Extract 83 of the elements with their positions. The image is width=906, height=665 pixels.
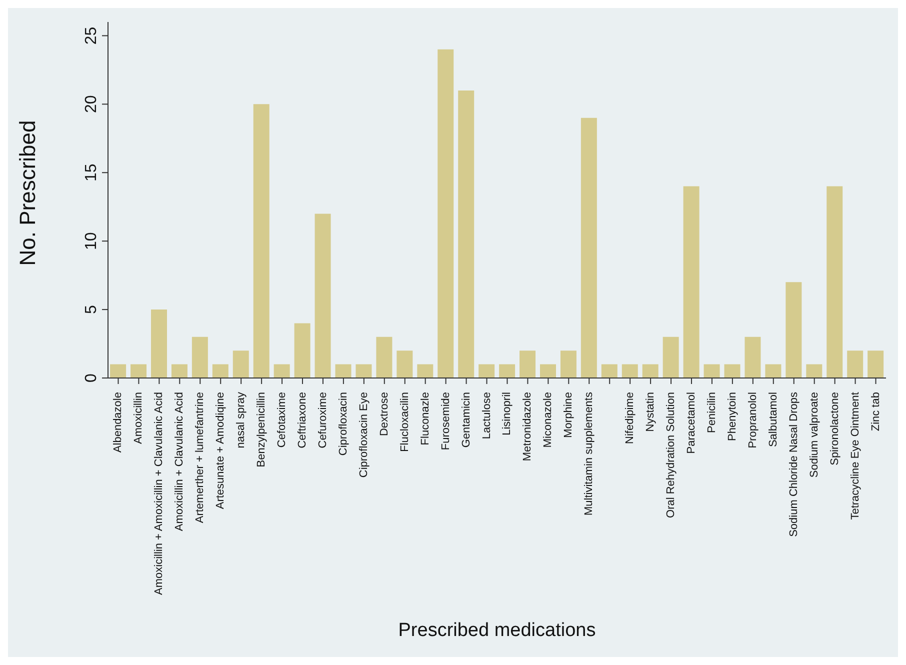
y-tick-label: 0: [83, 373, 100, 382]
bar: [171, 364, 188, 378]
x-tick-label: Amoxicillin: [132, 392, 145, 444]
x-tick-label: Artemerther + lumefantrine: [194, 392, 206, 524]
x-tick-label: Zinc tab: [870, 392, 882, 432]
bar: [868, 350, 884, 378]
x-tick-label: Salbutamol: [767, 392, 780, 448]
bar: [356, 364, 372, 378]
bar: [438, 49, 454, 378]
x-tick-label: Furosemide: [440, 392, 452, 450]
x-tick-label: Amoxicillin + Amoxicillin + Clavulanic Acid: [153, 392, 166, 595]
bar: [294, 323, 310, 378]
bar: [622, 364, 638, 378]
x-tick-label: Oral Rehydration Solution: [665, 392, 678, 518]
y-tick-label: 15: [83, 164, 100, 182]
bar: [274, 364, 290, 378]
x-tick-label: Amoxicillin + Clavulanic Acid: [174, 392, 186, 532]
bar: [847, 350, 864, 378]
y-axis-title: No. Prescribed: [15, 120, 41, 266]
y-tick-label: 5: [83, 304, 100, 314]
x-tick-label: Spironolactone: [828, 392, 841, 466]
x-tick-label: Paracetamol: [686, 392, 698, 454]
bar: [580, 118, 597, 378]
x-tick-label: Ceftriaxone: [296, 392, 308, 448]
x-tick-label: Flucloxacilin: [398, 392, 411, 452]
bar: [724, 364, 740, 378]
x-tick-label: Penicilin: [706, 392, 718, 433]
x-tick-label: Ciprofloxacin Eye: [358, 392, 370, 478]
x-tick-label: Artesunate + Amodiqine: [214, 392, 227, 510]
bar: [683, 186, 700, 378]
x-tick-label: Dextrose: [378, 392, 390, 436]
y-tick-label: 25: [83, 26, 100, 45]
bar: [765, 364, 782, 378]
bar: [396, 350, 413, 378]
x-tick-label: Ciprofloxacin: [337, 392, 350, 456]
bar: [192, 336, 208, 378]
bar: [232, 350, 249, 378]
bar: [520, 350, 536, 378]
x-tick-label: Sodium valproate: [808, 392, 820, 478]
bar: [376, 336, 392, 378]
bar: [417, 364, 434, 378]
bar: [704, 364, 720, 378]
bar: [458, 90, 474, 378]
x-tick-label: nasal spray: [235, 392, 248, 448]
x-tick-label: Tetracycline Eye Ointment: [849, 392, 862, 520]
bar: [540, 364, 556, 378]
bar: [642, 364, 658, 378]
bar: [826, 186, 843, 378]
bar: [150, 310, 167, 378]
x-tick-label: Phenytoin: [726, 392, 738, 441]
x-tick-label: Cefuroxime: [316, 392, 329, 448]
x-tick-label: Metronidazole: [522, 392, 534, 462]
x-tick-label: Nifedipime: [624, 392, 636, 444]
bar: [601, 364, 618, 378]
bar: [110, 364, 126, 378]
x-tick-label: Multivitamin supplements: [583, 392, 596, 516]
bar: [253, 104, 270, 378]
bar: [744, 336, 761, 378]
x-tick-label: Benzylpenicillin: [256, 392, 268, 468]
bar: [560, 350, 576, 378]
x-tick-label: Fluconazle: [419, 392, 432, 446]
bar: [662, 336, 679, 378]
y-tick-label: 10: [83, 232, 100, 250]
bar: [212, 364, 228, 378]
bar: [314, 214, 331, 378]
y-tick-label: 20: [83, 95, 100, 114]
bar: [130, 364, 147, 378]
x-tick-label: Lactulose: [480, 392, 493, 440]
x-tick-label: Sodium Chloride Nasal Drops: [788, 392, 800, 537]
x-tick-label: Nystatin: [644, 392, 657, 432]
bar: [478, 364, 495, 378]
x-tick-label: Gentamicin: [460, 392, 472, 448]
x-tick-label: Lisinopril: [501, 392, 514, 436]
bar: [499, 364, 516, 378]
x-axis-title: Prescribed medications: [397, 620, 597, 642]
x-tick-label: Miconazole: [542, 392, 554, 448]
x-tick-label: Morphine: [562, 392, 575, 438]
bar: [786, 282, 802, 378]
bar: [335, 364, 352, 378]
bar: [806, 364, 822, 378]
x-tick-label: Albendazole: [112, 392, 124, 453]
x-tick-label: Cefotaxime: [276, 392, 288, 448]
x-tick-label: Propranolol: [746, 392, 759, 448]
